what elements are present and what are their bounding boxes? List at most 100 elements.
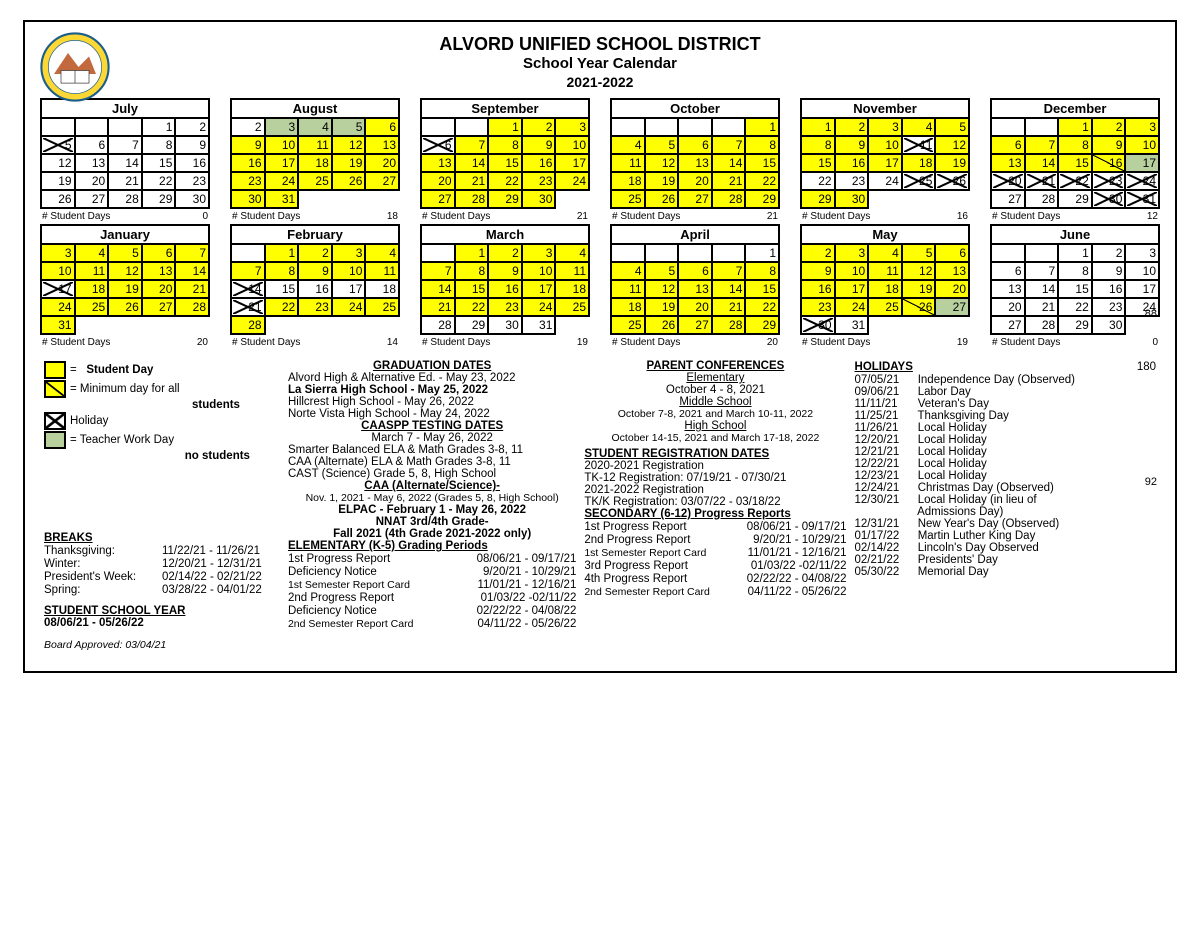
day-cell: 13 xyxy=(421,154,455,172)
day-cell: 31 xyxy=(835,316,869,334)
day-cell: 31 xyxy=(1125,190,1159,208)
day-cell: 9 xyxy=(488,262,522,280)
day-cell: 13 xyxy=(678,280,712,298)
day-cell: 24 xyxy=(555,172,589,190)
day-cell: 20 xyxy=(142,280,176,298)
day-cell: 17 xyxy=(41,280,75,298)
day-cell: 25 xyxy=(75,298,109,316)
day-cell: 24 xyxy=(868,172,902,190)
day-cell: 11 xyxy=(868,262,902,280)
day-cell: 19 xyxy=(645,298,679,316)
student-days-count: # Student Days21 xyxy=(420,209,590,222)
day-cell: 30 xyxy=(1092,316,1126,334)
day-cell: 23 xyxy=(298,298,332,316)
day-cell: 2 xyxy=(522,118,556,136)
month-calendar: 23456910111213161718192023242526273031 xyxy=(230,117,400,209)
day-cell: 8 xyxy=(1058,136,1092,154)
header: ALVORD UNIFIED SCHOOL DISTRICT School Ye… xyxy=(40,32,1160,90)
day-cell: 14 xyxy=(421,280,455,298)
day-cell: 14 xyxy=(455,154,489,172)
day-cell: 24 xyxy=(41,298,75,316)
day-cell: 29 xyxy=(801,190,835,208)
day-cell: 15 xyxy=(488,154,522,172)
day-cell: 23 xyxy=(522,172,556,190)
day-cell: 17 xyxy=(265,154,299,172)
day-cell: 27 xyxy=(991,316,1025,334)
secondary-title: SECONDARY (6-12) Progress Reports xyxy=(584,508,846,520)
day-cell: 12 xyxy=(902,262,936,280)
day-cell: 28 xyxy=(1025,190,1059,208)
day-cell: 29 xyxy=(455,316,489,334)
reg-title: STUDENT REGISTRATION DATES xyxy=(584,448,846,460)
day-cell: 4 xyxy=(555,244,589,262)
month-header: April xyxy=(610,224,780,243)
day-cell: 12 xyxy=(41,154,75,172)
day-cell: 2 xyxy=(1092,118,1126,136)
day-cell: 10 xyxy=(265,136,299,154)
day-cell: 5 xyxy=(935,118,969,136)
day-cell: 30 xyxy=(1092,190,1126,208)
day-cell: 9 xyxy=(522,136,556,154)
day-cell: 16 xyxy=(175,154,209,172)
day-cell: 11 xyxy=(298,136,332,154)
day-cell: 27 xyxy=(421,190,455,208)
day-cell: 28 xyxy=(108,190,142,208)
day-cell: 3 xyxy=(41,244,75,262)
day-cell: 19 xyxy=(41,172,75,190)
day-cell: 14 xyxy=(712,154,746,172)
day-cell: 6 xyxy=(142,244,176,262)
holiday-item: 12/24/21 Christmas Day (Observed) xyxy=(855,482,1157,494)
student-days-count: # Student Days20 xyxy=(610,335,780,348)
day-cell: 28 xyxy=(712,190,746,208)
day-cell: 14 xyxy=(712,280,746,298)
day-cell: 1 xyxy=(745,244,779,262)
day-cell: 5 xyxy=(902,244,936,262)
caaspp-title: CAASPP TESTING DATES xyxy=(288,420,576,432)
day-cell: 10 xyxy=(1125,262,1159,280)
secondary-item: 4th Progress Report02/22/22 - 04/08/22 xyxy=(584,573,846,585)
day-cell: 1 xyxy=(1058,244,1092,262)
semester1-total: 88 xyxy=(1145,308,1157,320)
day-cell: 6 xyxy=(678,262,712,280)
day-cell: 11 xyxy=(365,262,399,280)
day-cell: 25 xyxy=(868,298,902,316)
month-header: December xyxy=(990,98,1160,117)
day-cell: 20 xyxy=(75,172,109,190)
day-cell: 4 xyxy=(611,136,645,154)
col-parent-reg-secondary: PARENT CONFERENCES Elementary October 4 … xyxy=(580,360,850,651)
day-cell: 24 xyxy=(1125,172,1159,190)
day-cell: 23 xyxy=(1092,298,1126,316)
day-cell: 18 xyxy=(902,154,936,172)
day-cell: 23 xyxy=(835,172,869,190)
month-march: March12347891011141516171821222324252829… xyxy=(420,224,590,348)
day-cell: 21 xyxy=(712,172,746,190)
day-cell: 2 xyxy=(835,118,869,136)
holiday-item: 07/05/21 Independence Day (Observed) xyxy=(855,374,1157,386)
day-cell: 6 xyxy=(365,118,399,136)
student-days-count: # Student Days18 xyxy=(230,209,400,222)
day-cell: 31 xyxy=(522,316,556,334)
day-cell: 26 xyxy=(108,298,142,316)
holiday-item: 11/26/21 Local Holiday xyxy=(855,422,1157,434)
day-cell: 29 xyxy=(745,190,779,208)
day-cell: 21 xyxy=(175,280,209,298)
day-cell: 3 xyxy=(1125,118,1159,136)
swatch-holiday xyxy=(44,412,66,430)
day-cell: 9 xyxy=(1092,262,1126,280)
day-cell: 8 xyxy=(745,136,779,154)
day-cell: 9 xyxy=(175,136,209,154)
day-cell: 27 xyxy=(75,190,109,208)
day-cell: 14 xyxy=(231,280,265,298)
student-days-count: # Student Days19 xyxy=(420,335,590,348)
day-cell: 14 xyxy=(1025,154,1059,172)
month-calendar: 1256789121314151619202122232627282930 xyxy=(40,117,210,209)
day-cell: 20 xyxy=(365,154,399,172)
day-cell: 31 xyxy=(265,190,299,208)
day-cell: 20 xyxy=(421,172,455,190)
holiday-item: 05/30/22 Memorial Day xyxy=(855,566,1157,578)
day-cell: 22 xyxy=(1058,172,1092,190)
day-cell: 3 xyxy=(868,118,902,136)
day-cell: 20 xyxy=(678,172,712,190)
day-cell: 1 xyxy=(488,118,522,136)
day-cell: 19 xyxy=(902,280,936,298)
